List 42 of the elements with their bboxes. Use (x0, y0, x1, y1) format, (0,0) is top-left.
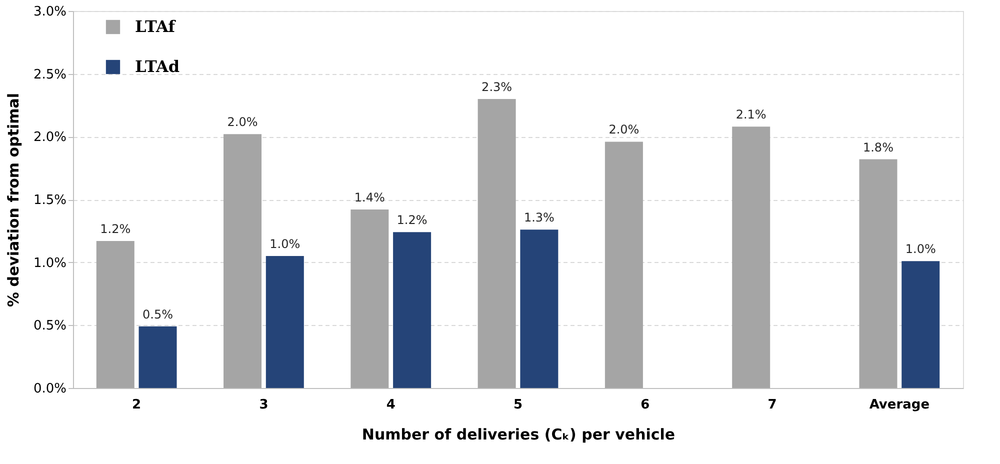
y-axis-title: % deviation from optimal (4, 92, 22, 308)
y-tick-label: 1.5% (33, 193, 66, 208)
x-tick-label: 7 (768, 398, 777, 412)
y-tick-label: 3.0% (33, 4, 66, 20)
bar (478, 98, 516, 388)
data-label: 2.0% (608, 122, 640, 137)
x-tick-label: 2 (132, 398, 142, 412)
bar (224, 134, 262, 388)
data-label: 0.5% (142, 307, 174, 322)
bar (350, 210, 389, 388)
y-tick-label: 2.0% (33, 130, 66, 146)
bar (393, 232, 432, 388)
data-label: 1.2% (100, 222, 131, 236)
bar (520, 230, 558, 388)
data-label: 2.3% (482, 80, 512, 94)
bar (732, 126, 770, 388)
y-tick-label: 0.0% (33, 382, 66, 396)
data-label: 1.0% (905, 242, 936, 256)
x-tick-label: 3 (259, 398, 268, 412)
x-tick-label: Average (869, 398, 930, 412)
data-label: 1.0% (270, 237, 300, 252)
data-label: 1.2% (396, 213, 428, 228)
bar (604, 142, 643, 388)
y-tick-label: 0.5% (33, 318, 66, 334)
bar (859, 159, 898, 388)
bar (96, 240, 134, 388)
bar (266, 256, 304, 388)
bar (138, 326, 177, 388)
data-label: 1.3% (524, 210, 554, 225)
x-tick-label: 4 (386, 398, 396, 412)
data-label: 1.8% (862, 140, 894, 154)
y-tick-label: 2.5% (33, 67, 66, 82)
data-label: 2.0% (227, 115, 258, 130)
data-label: 1.4% (354, 190, 385, 205)
x-tick-label: 6 (640, 398, 650, 412)
data-label: 2.1% (736, 108, 766, 122)
legend-label: LTAf (135, 17, 176, 36)
y-tick-label: 1.0% (33, 256, 66, 271)
legend-label: LTAd (135, 57, 180, 76)
x-tick-label: 5 (513, 398, 523, 412)
bar (902, 261, 940, 388)
x-axis-title: Number of deliveries (Cₖ) per vehicle (362, 426, 676, 444)
